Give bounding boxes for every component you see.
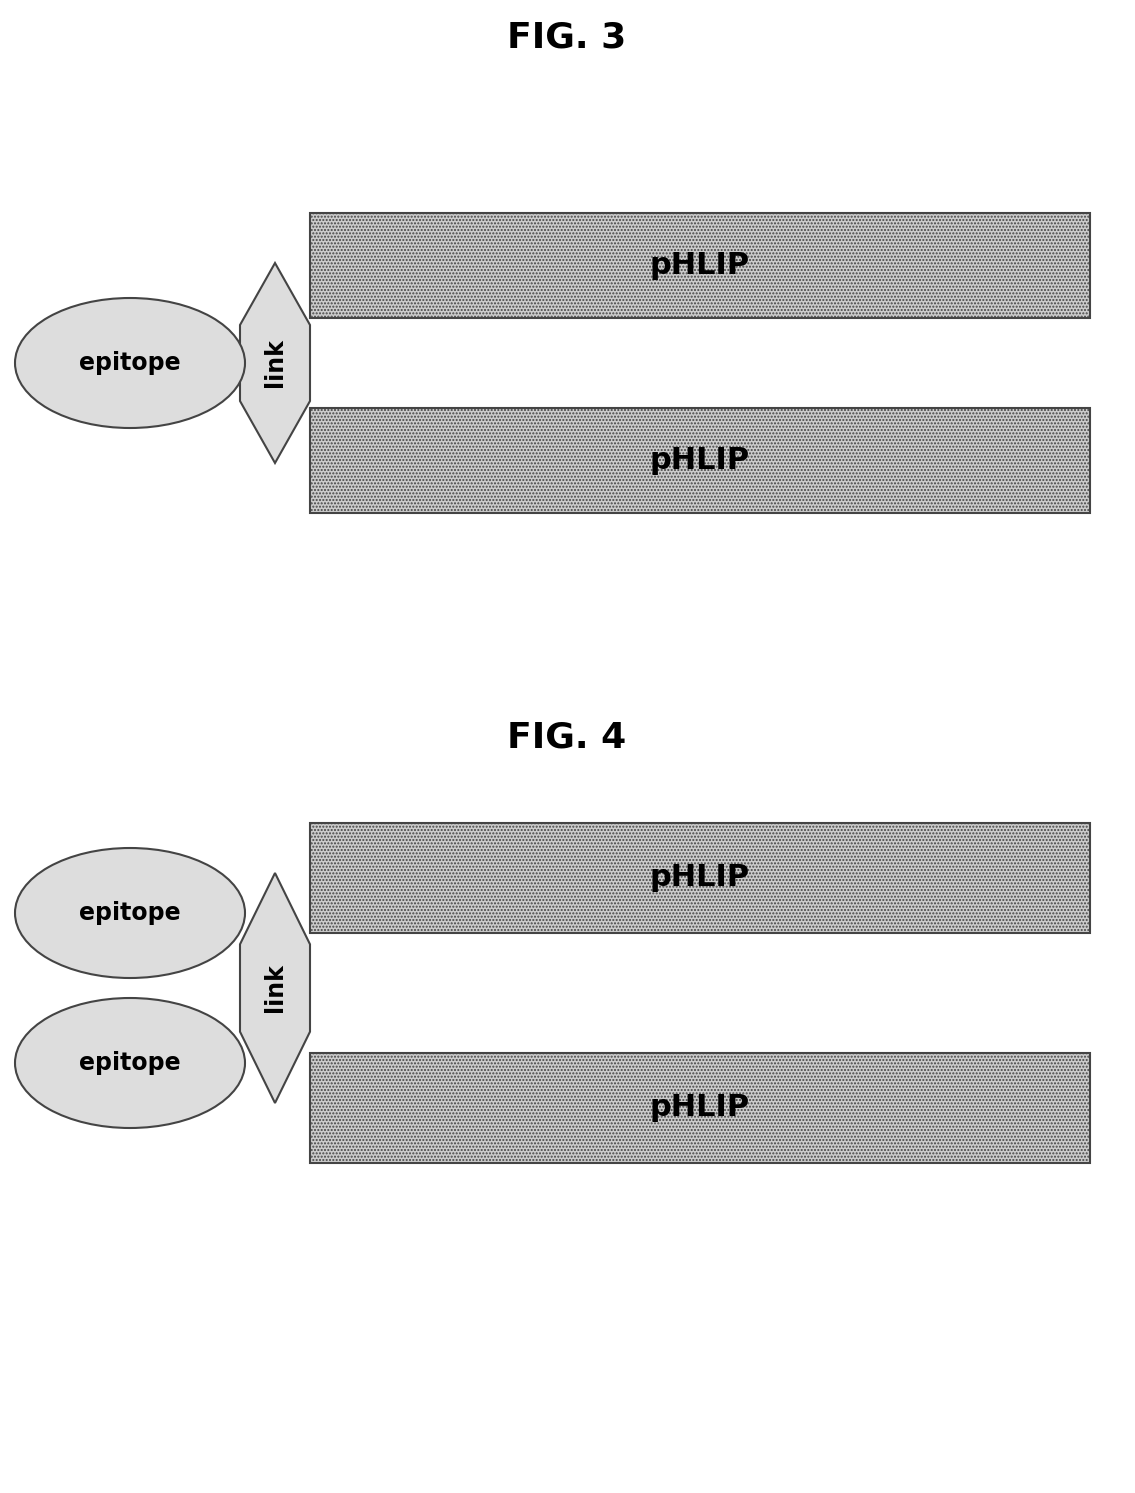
Text: pHLIP: pHLIP bbox=[650, 251, 750, 281]
Ellipse shape bbox=[15, 299, 245, 428]
Ellipse shape bbox=[15, 848, 245, 978]
Text: link: link bbox=[263, 963, 287, 1012]
Text: link: link bbox=[263, 339, 287, 388]
Polygon shape bbox=[239, 873, 310, 1103]
Text: pHLIP: pHLIP bbox=[650, 446, 750, 475]
Bar bbox=[310, 823, 1090, 933]
Text: epitope: epitope bbox=[79, 1051, 180, 1075]
Ellipse shape bbox=[15, 997, 245, 1129]
Text: pHLIP: pHLIP bbox=[650, 1093, 750, 1123]
Text: pHLIP: pHLIP bbox=[650, 863, 750, 893]
Bar bbox=[310, 213, 1090, 318]
Bar bbox=[310, 1053, 1090, 1163]
Polygon shape bbox=[239, 263, 310, 463]
Text: epitope: epitope bbox=[79, 351, 180, 375]
Bar bbox=[310, 408, 1090, 514]
Text: epitope: epitope bbox=[79, 900, 180, 926]
Text: FIG. 4: FIG. 4 bbox=[507, 721, 627, 755]
Text: FIG. 3: FIG. 3 bbox=[507, 21, 627, 55]
